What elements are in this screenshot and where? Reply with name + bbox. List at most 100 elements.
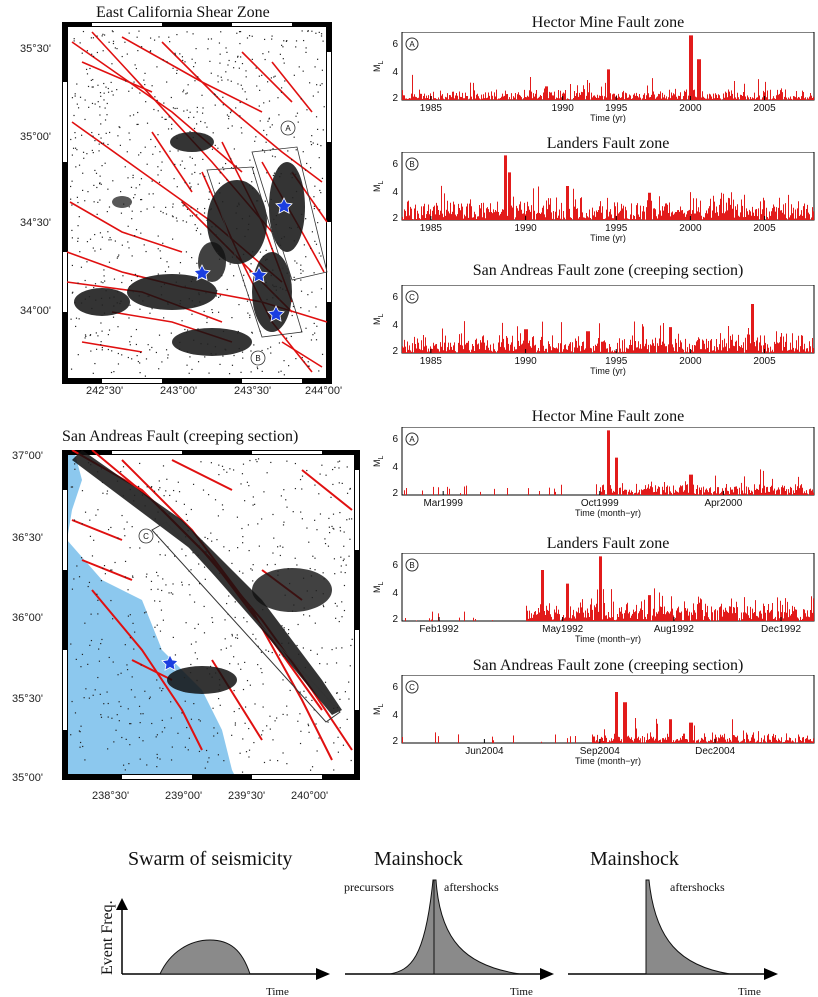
seismic-event-dot: [100, 248, 102, 250]
lat-label: 34°00': [20, 305, 51, 317]
seismic-event-dot: [229, 468, 231, 470]
star-icon: [250, 266, 268, 283]
seismic-event-dot: [139, 184, 141, 186]
seismic-event-dot: [145, 101, 147, 103]
seismic-event-dot: [225, 71, 227, 73]
seismic-event-dot: [178, 491, 181, 493]
seismic-event-dot: [75, 317, 78, 319]
seismic-event-dot: [263, 491, 265, 493]
seismic-event-dot: [303, 614, 305, 616]
seismic-event-dot: [193, 601, 196, 603]
y-tick-label: 2: [392, 736, 398, 747]
seismic-event-dot: [185, 513, 187, 516]
seismic-event-dot: [318, 493, 320, 495]
seismic-event-dot: [159, 151, 161, 153]
seismic-event-dot: [92, 78, 94, 81]
seismic-event-dot: [100, 642, 102, 645]
seismic-event-dot: [98, 133, 100, 136]
seismic-event-dot: [225, 47, 227, 49]
seismic-event-dot: [153, 636, 155, 638]
seismic-event-dot: [239, 752, 241, 754]
seismic-event-dot: [84, 200, 86, 202]
seismic-event-dot: [191, 58, 193, 60]
seismic-event-dot: [271, 155, 274, 157]
seismic-event-dot: [131, 676, 133, 678]
seismic-event-dot: [263, 129, 265, 132]
seismic-event-dot: [183, 204, 186, 206]
seismic-event-dot: [226, 114, 229, 116]
seismic-event-dot: [230, 158, 232, 160]
seismic-event-dot: [79, 731, 81, 733]
seismic-event-dot: [212, 707, 214, 709]
seismic-event-dot: [144, 83, 146, 86]
seismic-event-dot: [143, 79, 145, 81]
star-icon: [275, 197, 293, 214]
seismic-event-dot: [294, 557, 296, 559]
zone-marker-label: A: [409, 435, 415, 444]
seismic-event-dot: [295, 149, 297, 151]
seismic-event-dot: [103, 269, 105, 271]
seismic-event-dot: [127, 177, 129, 179]
seismic-event-dot: [141, 198, 143, 201]
seismic-event-dot: [189, 215, 191, 217]
seismic-event-dot: [283, 374, 285, 376]
seismic-event-dot: [340, 565, 342, 567]
seismic-event-dot: [76, 565, 78, 567]
seismic-event-dot: [128, 247, 130, 249]
seismic-event-dot: [88, 296, 91, 298]
seismic-event-dot: [206, 126, 208, 128]
seismic-event-dot: [283, 489, 285, 491]
seismic-event-dot: [119, 126, 121, 129]
map-frame-ticks: [62, 22, 332, 384]
seismic-event-dot: [74, 137, 77, 139]
timeseries-title: Landers Fault zone: [546, 535, 670, 552]
seismic-event-dot: [140, 664, 142, 666]
seismic-event-dot: [198, 750, 201, 753]
seismic-event-dot: [196, 679, 198, 682]
seismic-event-dot: [109, 297, 111, 299]
seismic-event-dot: [211, 311, 214, 314]
seismic-event-dot: [338, 460, 341, 462]
seismic-event-dot: [230, 110, 232, 112]
seismic-event-dot: [333, 769, 335, 771]
seismic-event-dot: [136, 123, 138, 126]
seismic-event-dot: [106, 102, 108, 105]
seismic-event-dot: [241, 351, 244, 353]
seismic-event-dot: [81, 653, 84, 656]
seismic-event-dot: [137, 123, 139, 126]
seismic-event-dot: [190, 207, 192, 209]
seismic-event-dot: [231, 125, 233, 127]
seismic-event-dot: [138, 30, 140, 32]
seismic-event-dot: [99, 182, 101, 184]
seismic-event-dot: [99, 114, 101, 116]
seismic-event-dot: [122, 764, 125, 766]
seismic-event-dot: [172, 203, 174, 205]
seismic-event-dot: [253, 344, 255, 346]
seismic-event-dot: [162, 212, 164, 214]
seismic-event-dot: [144, 505, 146, 507]
seismic-event-dot: [272, 284, 274, 286]
seismic-event-dot: [77, 282, 79, 284]
seismic-event-dot: [246, 37, 249, 39]
seismic-event-dot: [311, 291, 313, 293]
seismic-event-dot: [318, 157, 320, 159]
seismic-event-dot: [313, 207, 315, 210]
seismic-event-dot: [110, 569, 112, 571]
seismic-event-dot: [172, 636, 174, 639]
seismic-event-dot: [147, 295, 149, 297]
seismic-event-dot: [265, 249, 267, 251]
seismic-event-dot: [179, 348, 181, 350]
seismic-event-dot: [189, 187, 191, 189]
seismic-event-dot: [77, 354, 79, 356]
seismic-event-dot: [239, 101, 241, 104]
zone-marker-label: B: [409, 561, 414, 570]
seismic-event-dot: [111, 90, 113, 92]
seismic-event-dot: [243, 274, 245, 276]
seismic-event-dot: [275, 285, 277, 288]
seismic-event-dot: [231, 256, 233, 258]
panel-title: Swarm of seismicity: [128, 848, 292, 870]
seismic-event-dot: [340, 571, 342, 573]
seismic-event-dot: [214, 104, 216, 106]
seismic-event-dot: [341, 601, 343, 603]
seismic-event-dot: [111, 350, 113, 352]
